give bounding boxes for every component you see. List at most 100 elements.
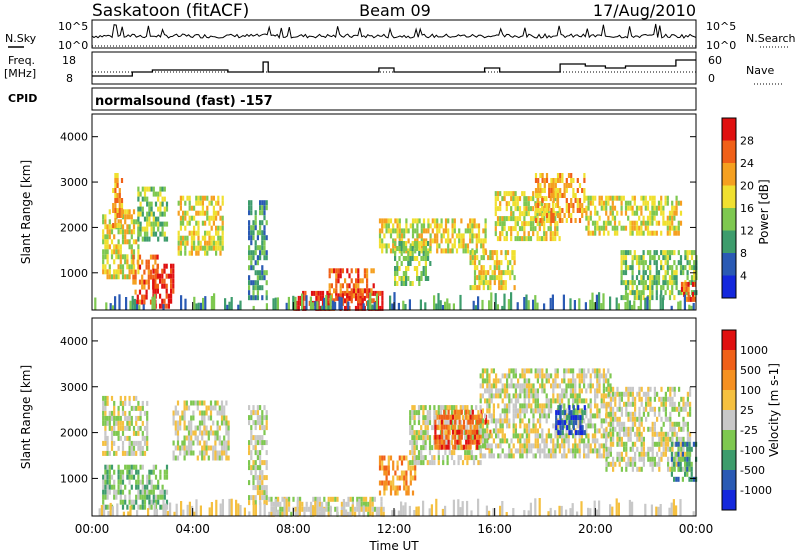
heatmap-cell (154, 231, 158, 237)
heatmap-cell (467, 434, 470, 440)
heatmap-cell (159, 494, 162, 500)
heatmap-cell (426, 425, 429, 431)
heatmap-cell (409, 281, 412, 286)
heatmap-cell (337, 273, 340, 279)
heatmap-cell (437, 450, 440, 456)
heatmap-cell (219, 235, 222, 241)
heatmap-cell (104, 269, 107, 275)
heatmap-cell (543, 453, 546, 459)
heatmap-cell (157, 499, 160, 505)
heatmap-cell (116, 208, 119, 213)
heatmap-cell (400, 241, 403, 246)
heatmap-cell (671, 200, 674, 206)
heatmap-cell (254, 225, 257, 231)
heatmap-cell (514, 423, 517, 429)
heatmap-cell (491, 255, 494, 261)
heatmap-cell (645, 396, 648, 402)
heatmap-cell (627, 285, 630, 291)
heatmap-cell (539, 173, 542, 178)
heatmap-cell (465, 429, 468, 435)
heatmap-cell (220, 400, 224, 406)
heatmap-cell (556, 188, 560, 193)
heatmap-cell (436, 414, 439, 420)
heatmap-cell (387, 218, 390, 224)
heatmap-cell (416, 271, 419, 276)
heatmap-cell (328, 268, 331, 274)
heatmap-cell (124, 234, 127, 240)
heatmap-cell (624, 260, 628, 266)
heatmap-cell (398, 228, 401, 234)
heatmap-cell (693, 250, 696, 256)
heatmap-cell (165, 469, 169, 475)
heatmap-cell (183, 415, 186, 421)
heatmap-cell (145, 294, 148, 300)
heatmap-cell (263, 440, 266, 446)
heatmap-cell (488, 398, 491, 404)
heatmap-cell (143, 489, 147, 495)
heatmap-cell (684, 441, 687, 447)
heatmap-cell (449, 414, 452, 420)
heatmap-cell (201, 245, 204, 251)
heatmap-cell (106, 415, 109, 421)
heatmap-cell (574, 448, 577, 454)
heatmap-cell (490, 398, 493, 404)
heatmap-cell (609, 373, 612, 379)
heatmap-cell (545, 178, 549, 183)
ground-scatter-cell (459, 294, 462, 310)
heatmap-cell (256, 420, 259, 426)
heatmap-cell (527, 231, 530, 237)
heatmap-cell (640, 386, 643, 392)
beam-title: Beam 09 (359, 1, 431, 20)
heatmap-cell (561, 218, 564, 223)
heatmap-cell (565, 383, 568, 389)
heatmap-cell (102, 219, 105, 225)
heatmap-cell (471, 409, 474, 415)
heatmap-cell (328, 288, 331, 294)
heatmap-cell (514, 216, 517, 222)
heatmap-cell (254, 245, 257, 251)
heatmap-cell (387, 228, 390, 234)
heatmap-cell (119, 469, 122, 475)
heatmap-cell (667, 441, 670, 447)
heatmap-cell (345, 501, 348, 507)
heatmap-cell (558, 398, 561, 404)
heatmap-cell (146, 415, 149, 421)
heatmap-cell (464, 248, 467, 254)
heatmap-cell (190, 430, 193, 436)
heatmap-cell (216, 400, 219, 406)
heatmap-cell (414, 238, 417, 244)
heatmap-cell (682, 265, 685, 271)
heatmap-cell (596, 373, 599, 379)
heatmap-cell (567, 448, 570, 454)
heatmap-cell (163, 221, 166, 227)
heatmap-cell (666, 215, 669, 221)
ground-scatter-cell (598, 292, 601, 310)
heatmap-cell (465, 439, 468, 445)
heatmap-cell (250, 435, 253, 441)
heatmap-cell (477, 460, 480, 466)
heatmap-cell (378, 243, 382, 249)
heatmap-cell (476, 265, 479, 271)
heatmap-cell (394, 238, 397, 244)
heatmap-cell (183, 410, 186, 416)
heatmap-cell (511, 255, 514, 261)
heatmap-cell (612, 431, 615, 437)
heatmap-cell (135, 405, 138, 411)
x-tick-label: 04:00 (175, 522, 210, 536)
heatmap-cell (132, 430, 136, 436)
heatmap-cell (541, 373, 544, 379)
heatmap-cell (602, 383, 605, 389)
heatmap-cell (165, 236, 169, 242)
heatmap-cell (625, 426, 628, 432)
heatmap-cell (607, 401, 610, 407)
heatmap-cell (471, 228, 474, 234)
heatmap-cell (602, 403, 605, 409)
heatmap-cell (678, 386, 681, 392)
heatmap-cell (512, 191, 515, 197)
heatmap-cell (454, 434, 457, 440)
heatmap-cell (477, 430, 480, 436)
heatmap-cell (379, 290, 382, 296)
heatmap-cell (355, 283, 358, 289)
y-tick-label: 2000 (60, 221, 88, 234)
heatmap-cell (356, 501, 359, 507)
